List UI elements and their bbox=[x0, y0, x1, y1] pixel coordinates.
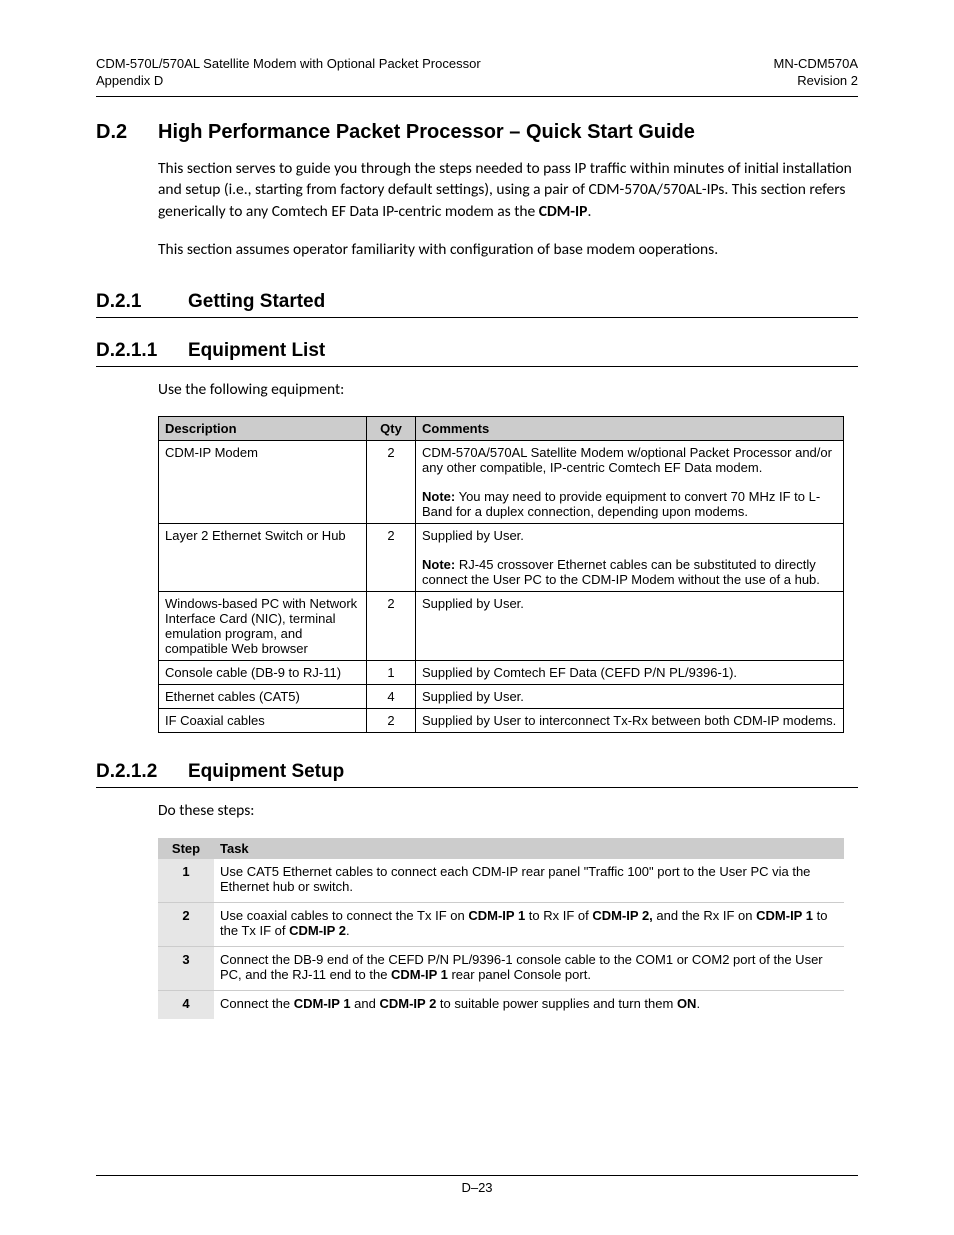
cell-description: Ethernet cables (CAT5) bbox=[159, 685, 367, 709]
footer-page-number: D–23 bbox=[96, 1180, 858, 1195]
header-product-line: CDM-570L/570AL Satellite Modem with Opti… bbox=[96, 56, 481, 73]
cell-qty: 2 bbox=[367, 592, 416, 661]
table-row: Layer 2 Ethernet Switch or Hub2Supplied … bbox=[159, 524, 844, 592]
cell-qty: 1 bbox=[367, 661, 416, 685]
heading-d212-title: Equipment Setup bbox=[188, 761, 344, 782]
cell-comments: Supplied by User to interconnect Tx-Rx b… bbox=[416, 709, 844, 733]
header-appendix-line: Appendix D bbox=[96, 73, 481, 90]
d211-intro: Use the following equipment: bbox=[158, 379, 858, 401]
col-description: Description bbox=[159, 417, 367, 441]
table-row: IF Coaxial cables2Supplied by User to in… bbox=[159, 709, 844, 733]
steps-table: Step Task 1Use CAT5 Ethernet cables to c… bbox=[158, 838, 844, 1019]
heading-d212: D.2.1.2Equipment Setup bbox=[96, 761, 858, 788]
cell-qty: 2 bbox=[367, 709, 416, 733]
cell-comments: Supplied by Comtech EF Data (CEFD P/N PL… bbox=[416, 661, 844, 685]
table-row: Console cable (DB-9 to RJ-11)1Supplied b… bbox=[159, 661, 844, 685]
page-header: CDM-570L/570AL Satellite Modem with Opti… bbox=[96, 56, 858, 90]
heading-d212-number: D.2.1.2 bbox=[96, 761, 188, 783]
cell-comments: Supplied by User. bbox=[416, 685, 844, 709]
cell-step-number: 1 bbox=[158, 859, 214, 903]
header-doc-number: MN-CDM570A bbox=[773, 56, 858, 73]
header-revision: Revision 2 bbox=[773, 73, 858, 90]
equipment-table-header-row: Description Qty Comments bbox=[159, 417, 844, 441]
steps-table-header-row: Step Task bbox=[158, 838, 844, 859]
cell-qty: 2 bbox=[367, 524, 416, 592]
table-row: 4Connect the CDM-IP 1 and CDM-IP 2 to su… bbox=[158, 990, 844, 1019]
header-left: CDM-570L/570AL Satellite Modem with Opti… bbox=[96, 56, 481, 90]
d212-intro: Do these steps: bbox=[158, 800, 858, 822]
cell-task: Connect the DB-9 end of the CEFD P/N PL/… bbox=[214, 946, 844, 990]
heading-d211-title: Equipment List bbox=[188, 340, 325, 361]
heading-d21-number: D.2.1 bbox=[96, 291, 188, 313]
cell-description: Layer 2 Ethernet Switch or Hub bbox=[159, 524, 367, 592]
cell-step-number: 4 bbox=[158, 990, 214, 1019]
cell-description: IF Coaxial cables bbox=[159, 709, 367, 733]
cell-qty: 2 bbox=[367, 441, 416, 524]
d2-paragraph-1: This section serves to guide you through… bbox=[158, 158, 858, 223]
cell-description: Console cable (DB-9 to RJ-11) bbox=[159, 661, 367, 685]
equipment-table: Description Qty Comments CDM-IP Modem2CD… bbox=[158, 416, 844, 733]
cell-step-number: 3 bbox=[158, 946, 214, 990]
table-row: Ethernet cables (CAT5)4Supplied by User. bbox=[159, 685, 844, 709]
table-row: 2Use coaxial cables to connect the Tx IF… bbox=[158, 902, 844, 946]
heading-d211-number: D.2.1.1 bbox=[96, 340, 188, 362]
cell-description: CDM-IP Modem bbox=[159, 441, 367, 524]
table-row: CDM-IP Modem2CDM-570A/570AL Satellite Mo… bbox=[159, 441, 844, 524]
col-qty: Qty bbox=[367, 417, 416, 441]
cell-qty: 4 bbox=[367, 685, 416, 709]
page-footer: D–23 bbox=[96, 1175, 858, 1195]
d2-p1-text-b: . bbox=[587, 202, 591, 221]
cell-description: Windows-based PC with Network Interface … bbox=[159, 592, 367, 661]
d2-paragraph-2: This section assumes operator familiarit… bbox=[158, 239, 858, 261]
heading-d2-number: D.2 bbox=[96, 121, 158, 144]
heading-d2-title: High Performance Packet Processor – Quic… bbox=[158, 121, 695, 143]
d2-p1-bold: CDM-IP bbox=[539, 202, 588, 221]
cell-comments: CDM-570A/570AL Satellite Modem w/optiona… bbox=[416, 441, 844, 524]
col-task: Task bbox=[214, 838, 844, 859]
header-right: MN-CDM570A Revision 2 bbox=[773, 56, 858, 90]
cell-comments: Supplied by User.Note: RJ-45 crossover E… bbox=[416, 524, 844, 592]
heading-d2: D.2High Performance Packet Processor – Q… bbox=[96, 121, 858, 144]
table-row: 3Connect the DB-9 end of the CEFD P/N PL… bbox=[158, 946, 844, 990]
cell-task: Use CAT5 Ethernet cables to connect each… bbox=[214, 859, 844, 903]
heading-d211: D.2.1.1Equipment List bbox=[96, 340, 858, 367]
footer-rule bbox=[96, 1175, 858, 1176]
table-row: Windows-based PC with Network Interface … bbox=[159, 592, 844, 661]
d2-p1-text-a: This section serves to guide you through… bbox=[158, 159, 852, 221]
cell-task: Connect the CDM-IP 1 and CDM-IP 2 to sui… bbox=[214, 990, 844, 1019]
cell-task: Use coaxial cables to connect the Tx IF … bbox=[214, 902, 844, 946]
page-container: CDM-570L/570AL Satellite Modem with Opti… bbox=[0, 0, 954, 1235]
col-comments: Comments bbox=[416, 417, 844, 441]
heading-d21: D.2.1Getting Started bbox=[96, 291, 858, 318]
header-rule bbox=[96, 96, 858, 97]
table-row: 1Use CAT5 Ethernet cables to connect eac… bbox=[158, 859, 844, 903]
cell-step-number: 2 bbox=[158, 902, 214, 946]
heading-d21-title: Getting Started bbox=[188, 291, 325, 312]
cell-comments: Supplied by User. bbox=[416, 592, 844, 661]
col-step: Step bbox=[158, 838, 214, 859]
